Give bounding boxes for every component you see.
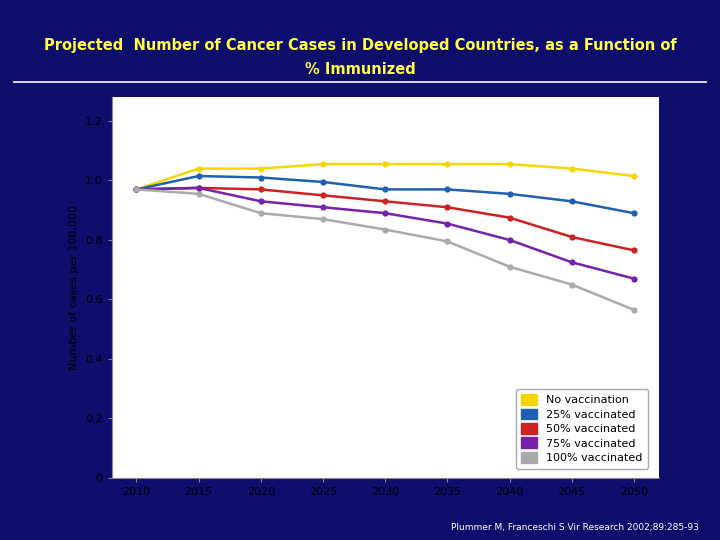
Text: % Immunized: % Immunized xyxy=(305,62,415,77)
Text: Projected  Number of Cancer Cases in Developed Countries, as a Function of: Projected Number of Cancer Cases in Deve… xyxy=(44,38,676,53)
Y-axis label: Number of cases per 100,000: Number of cases per 100,000 xyxy=(69,205,79,370)
Text: Plummer M, Franceschi S Vir Research 2002;89:285-93: Plummer M, Franceschi S Vir Research 200… xyxy=(451,523,698,532)
Legend: No vaccination, 25% vaccinated, 50% vaccinated, 75% vaccinated, 100% vaccinated: No vaccination, 25% vaccinated, 50% vacc… xyxy=(516,389,648,469)
